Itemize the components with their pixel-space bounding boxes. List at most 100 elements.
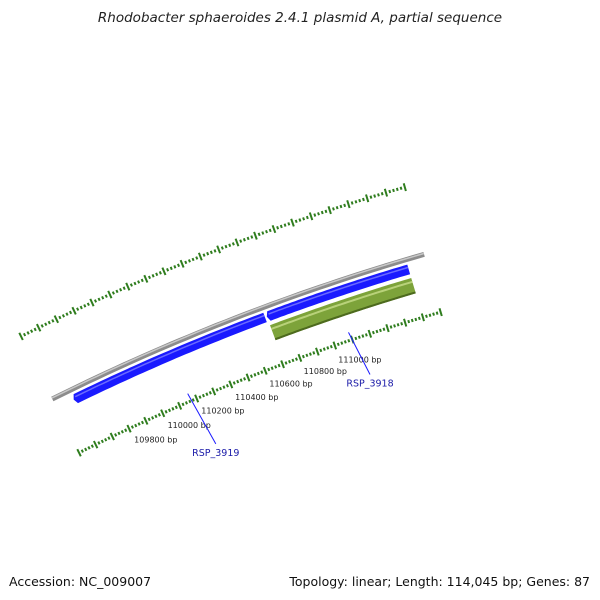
minor-tick	[428, 313, 432, 317]
ruler-label: 110800 bp	[304, 367, 347, 376]
major-tick	[18, 332, 24, 341]
minor-tick	[308, 352, 312, 356]
minor-tick	[256, 371, 260, 376]
minor-tick	[326, 346, 330, 350]
major-tick	[126, 424, 132, 433]
minor-tick	[202, 253, 206, 257]
minor-tick	[231, 242, 235, 246]
minor-tick	[209, 250, 213, 255]
major-tick	[53, 315, 59, 324]
minor-tick	[343, 203, 347, 208]
minor-tick	[225, 383, 229, 388]
minor-tick	[86, 302, 90, 307]
major-tick	[403, 318, 408, 327]
gene-label-link-rsp-3918	[348, 332, 371, 375]
minor-tick	[208, 391, 212, 395]
minor-tick	[435, 311, 439, 315]
minor-tick	[187, 259, 191, 263]
minor-tick	[393, 324, 396, 328]
minor-tick	[407, 319, 411, 324]
minor-tick	[319, 348, 323, 353]
minor-tick	[313, 213, 317, 217]
minor-tick	[68, 310, 73, 315]
minor-tick	[267, 367, 271, 372]
gene-label-link-rsp-3919	[187, 393, 217, 445]
minor-tick	[111, 291, 115, 295]
minor-tick	[425, 314, 428, 318]
minor-tick	[329, 344, 333, 349]
major-tick	[367, 329, 373, 338]
minor-tick	[361, 334, 365, 338]
minor-tick	[232, 381, 236, 385]
minor-tick	[164, 410, 168, 414]
minor-tick	[265, 229, 268, 234]
minor-tick	[343, 340, 347, 344]
minor-tick	[228, 243, 232, 248]
minor-tick	[364, 333, 368, 337]
major-tick	[297, 353, 303, 362]
minor-tick	[389, 325, 393, 329]
minor-tick	[347, 338, 351, 343]
minor-tick	[277, 363, 281, 368]
minor-tick	[279, 224, 283, 229]
minor-tick	[147, 417, 151, 422]
minor-tick	[224, 244, 228, 249]
minor-tick	[236, 379, 240, 384]
minor-tick	[362, 197, 365, 202]
minor-tick	[294, 219, 298, 224]
minor-tick	[253, 373, 257, 377]
minor-tick	[184, 260, 188, 265]
major-tick	[109, 432, 115, 441]
minor-tick	[100, 439, 104, 444]
minor-tick	[87, 446, 91, 450]
major-tick	[36, 323, 42, 332]
minor-tick	[274, 365, 278, 369]
minor-tick	[114, 433, 118, 437]
major-tick	[234, 238, 240, 247]
minor-tick	[140, 278, 144, 283]
minor-tick	[176, 263, 181, 268]
minor-tick	[336, 342, 340, 347]
minor-tick	[120, 429, 124, 434]
major-tick	[245, 373, 251, 382]
minor-tick	[201, 393, 205, 398]
minor-tick	[276, 225, 280, 230]
major-tick	[365, 194, 370, 203]
ruler-label: 110000 bp	[168, 421, 211, 430]
gene-label-rsp-3918[interactable]: RSP_3918	[346, 379, 393, 390]
ruler-label: 110600 bp	[269, 380, 312, 389]
minor-tick	[284, 361, 288, 365]
minor-tick	[174, 405, 178, 410]
major-tick	[197, 252, 203, 261]
ruler-label: 110400 bp	[235, 393, 278, 402]
minor-tick	[246, 236, 250, 241]
major-tick	[253, 231, 258, 240]
minor-tick	[358, 198, 362, 203]
minor-tick	[357, 335, 361, 339]
minor-tick	[147, 275, 152, 280]
minor-tick	[151, 274, 155, 278]
minor-tick	[117, 431, 121, 436]
minor-tick	[191, 398, 195, 402]
minor-tick	[332, 207, 335, 211]
minor-tick	[270, 366, 274, 370]
minor-tick	[140, 420, 145, 425]
gene-label-rsp-3919[interactable]: RSP_3919	[192, 448, 239, 459]
minor-tick	[414, 317, 418, 322]
major-tick	[216, 245, 222, 254]
gene-rsp-3919[interactable]	[73, 312, 267, 404]
gene-rsp-3918[interactable]	[266, 264, 411, 321]
major-tick	[327, 205, 332, 215]
cds-rsp-3918[interactable]	[270, 278, 416, 341]
minor-tick	[220, 246, 224, 250]
major-tick	[89, 298, 95, 307]
major-tick	[143, 274, 149, 283]
minor-tick	[80, 449, 84, 453]
minor-tick	[40, 324, 44, 328]
major-tick	[177, 401, 183, 410]
minor-tick	[76, 307, 80, 311]
minor-tick	[354, 336, 358, 341]
minor-tick	[268, 228, 272, 233]
minor-tick	[93, 299, 98, 303]
minor-tick	[84, 447, 88, 452]
